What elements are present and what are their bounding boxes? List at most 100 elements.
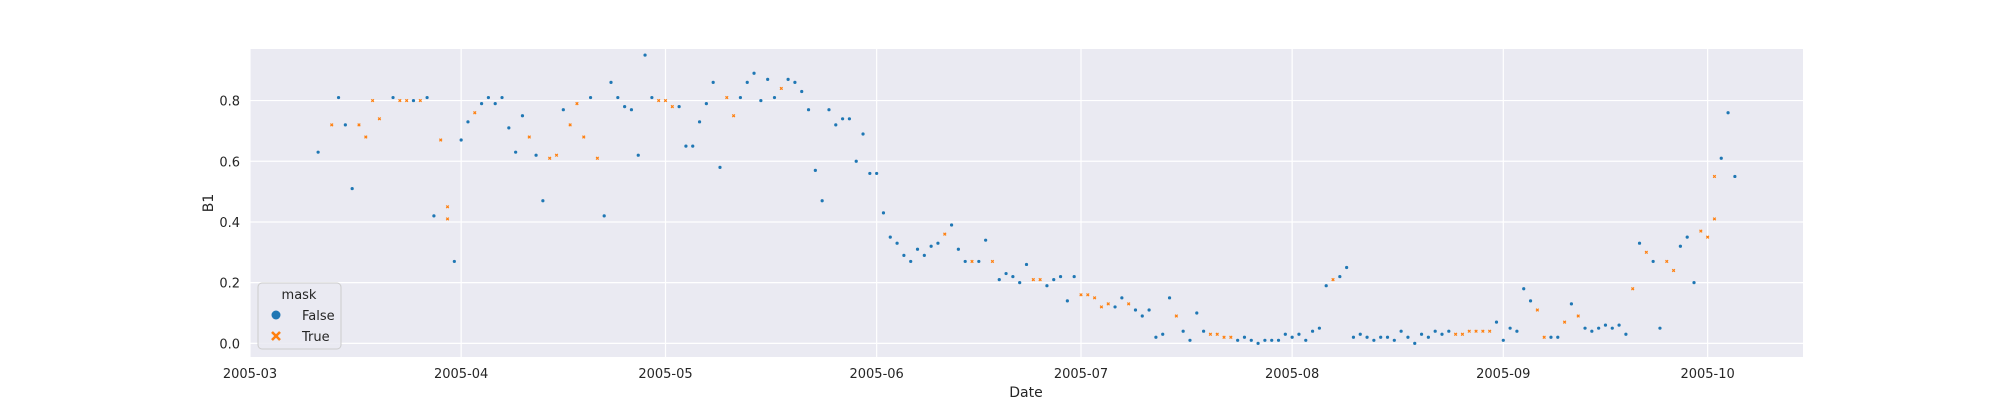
data-point-true (1092, 296, 1097, 300)
data-point-false (541, 199, 545, 203)
data-point-false (1052, 278, 1056, 282)
legend-marker-false-icon (271, 310, 281, 320)
data-point-false (1733, 174, 1737, 179)
data-point-false (949, 223, 954, 227)
data-point-true (364, 135, 368, 139)
data-point-false (1167, 296, 1172, 300)
data-point-false (1597, 326, 1601, 330)
data-point-false (1317, 326, 1321, 330)
data-point-false (534, 153, 538, 157)
y-tick-label: 0.4 (219, 216, 240, 231)
x-tick-label: 2005-04 (434, 367, 488, 382)
data-point-false (1236, 338, 1240, 342)
data-point-false (616, 95, 620, 100)
data-point-false (1045, 284, 1049, 288)
data-point-false (697, 120, 702, 124)
data-point-true (1487, 329, 1492, 333)
data-point-false (963, 259, 967, 264)
data-point-false (868, 171, 872, 176)
data-point-false (1556, 335, 1560, 339)
data-point-false (806, 108, 811, 112)
data-point-true (1331, 277, 1335, 282)
data-point-false (561, 108, 565, 112)
data-point-false (500, 95, 504, 100)
data-point-false (793, 80, 797, 84)
data-point-false (759, 98, 763, 103)
data-point-true (731, 114, 736, 118)
data-point-false (766, 77, 770, 81)
data-point-false (636, 153, 640, 157)
data-point-true (1038, 277, 1042, 282)
data-point-false (316, 150, 320, 154)
data-point-false (1651, 259, 1655, 264)
x-tick-label: 2005-07 (1054, 367, 1108, 382)
data-point-false (840, 117, 845, 121)
data-point-false (493, 102, 497, 106)
data-point-true (438, 138, 443, 142)
data-point-true (670, 104, 675, 109)
data-point-false (1692, 281, 1696, 285)
data-point-false (623, 105, 627, 109)
data-point-false (1188, 338, 1192, 342)
data-point-true (1630, 286, 1635, 291)
data-point-false (1154, 335, 1158, 339)
data-point-false (1399, 329, 1403, 333)
data-point-false (704, 102, 708, 106)
data-point-true (663, 98, 668, 103)
data-point-true (1671, 268, 1676, 273)
data-point-false (350, 186, 354, 191)
data-point-false (738, 95, 743, 100)
data-point-false (1058, 274, 1063, 279)
data-point-true (547, 156, 552, 160)
data-point-false (1263, 338, 1267, 342)
data-point-true (943, 232, 947, 236)
data-point-false (479, 102, 484, 106)
data-point-false (486, 95, 490, 100)
data-point-false (650, 95, 654, 100)
data-points (316, 53, 1737, 345)
data-point-false (1249, 338, 1253, 342)
data-point-false (1195, 311, 1199, 315)
data-point-false (834, 123, 838, 127)
data-point-false (895, 241, 899, 245)
data-point-true (1086, 293, 1090, 297)
data-point-false (1637, 241, 1642, 245)
data-point-true (1467, 329, 1471, 333)
data-point-true (1712, 217, 1717, 221)
data-point-true (1079, 293, 1083, 297)
data-point-false (343, 123, 347, 127)
data-point-false (1024, 262, 1029, 267)
data-point-false (1276, 338, 1281, 342)
data-point-true (1208, 332, 1213, 336)
data-point-true (1031, 277, 1036, 282)
legend-marker-true-icon (271, 331, 281, 341)
grid (249, 49, 1803, 357)
data-point-false (915, 247, 920, 251)
data-point-true (398, 98, 402, 103)
data-point-false (745, 80, 749, 84)
data-point-true (725, 95, 729, 100)
y-tick-label: 0.2 (219, 277, 240, 292)
data-point-true (1665, 259, 1669, 264)
data-point-false (1501, 338, 1505, 342)
data-point-false (1549, 335, 1553, 339)
data-point-false (684, 144, 688, 148)
data-point-false (691, 144, 695, 148)
data-point-false (336, 95, 341, 100)
data-point-false (1385, 335, 1390, 339)
data-point-false (609, 80, 613, 84)
data-point-false (1685, 235, 1689, 239)
data-point-false (854, 159, 858, 163)
legend-title: mask (282, 288, 317, 303)
data-point-false (1372, 338, 1376, 342)
data-point-true (404, 98, 409, 103)
data-point-false (977, 259, 981, 264)
data-point-false (800, 89, 804, 94)
data-point-false (929, 244, 933, 248)
data-point-false (1392, 338, 1396, 342)
data-point-true (779, 86, 784, 91)
data-point-false (1508, 326, 1512, 330)
data-point-false (1201, 329, 1206, 333)
data-point-true (1535, 308, 1540, 312)
